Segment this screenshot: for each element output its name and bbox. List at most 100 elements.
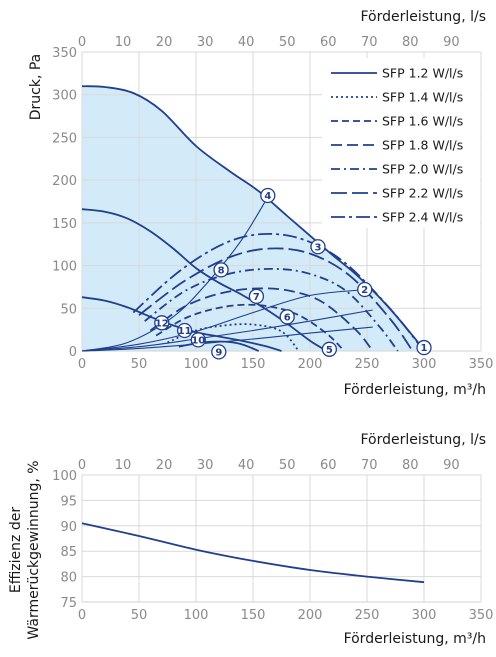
- efficiency-chart: 0 50 100 150 200 250 300 350 75 80 85 90 95 100 0 10 2…: [8, 432, 493, 647]
- y-tick-label: 90: [60, 520, 77, 535]
- efficiency-top-ticks: 0 10 20 30 40 50 60 70 80 90: [78, 458, 460, 473]
- operating-point-11: [176, 322, 193, 339]
- y-tick-label: 350: [52, 46, 77, 61]
- sfp-curve-2: [167, 323, 300, 352]
- sfp-curve-3: [155, 303, 345, 352]
- top-tick-label: 80: [402, 458, 419, 473]
- efficiency-series-1: [81, 522, 425, 584]
- x-tick-label: 0: [78, 608, 86, 623]
- legend-label: SFP 2.2 W/l/s: [382, 186, 463, 201]
- legend-label: SFP 1.2 W/l/s: [382, 66, 463, 81]
- x-tick-label: 350: [469, 608, 494, 623]
- legend-background: [322, 58, 480, 228]
- top-tick-label: 50: [279, 458, 296, 473]
- sfp-curve-5: [144, 267, 399, 352]
- pressure-x-axis-label: Förderleistung, m³/h: [344, 382, 486, 398]
- top-tick-label: 60: [320, 35, 337, 50]
- top-tick-label: 30: [197, 35, 214, 50]
- operating-point-8: [213, 262, 229, 278]
- x-tick-label: 250: [355, 608, 380, 623]
- pressure-chart-lines: [81, 85, 425, 352]
- efficiency-x-axis-label: Förderleistung, m³/h: [344, 631, 486, 647]
- top-tick-label: 70: [361, 35, 378, 50]
- operating-point-label: 7: [253, 292, 260, 303]
- operating-point-9: [211, 344, 227, 360]
- operating-point-2: [357, 281, 373, 298]
- x-tick-label: 150: [241, 357, 266, 372]
- efficiency-y-ticks: 75 80 85 90 95 100: [52, 469, 77, 611]
- legend-label: SFP 1.6 W/l/s: [382, 114, 463, 129]
- efficiency-y-axis-label-line2: Wärmerückgewinnung, %: [26, 460, 42, 639]
- y-tick-label: 300: [52, 89, 77, 104]
- legend-label: SFP 2.4 W/l/s: [382, 210, 463, 225]
- pressure-x-ticks: 0 50 100 150 200 250 300 350: [78, 357, 494, 372]
- y-tick-label: 85: [60, 545, 77, 560]
- x-tick-label: 50: [131, 357, 148, 372]
- top-tick-label: 20: [156, 458, 173, 473]
- y-tick-label: 50: [60, 302, 77, 317]
- top-tick-label: 60: [320, 458, 337, 473]
- operating-point-1: [416, 339, 432, 356]
- sfp-curve-7: [132, 232, 425, 352]
- legend-label: SFP 2.0 W/l/s: [382, 162, 463, 177]
- pressure-y-ticks: 0 50 100 150 200 250 300 350: [52, 46, 77, 360]
- pressure-y-axis-label: Druck, Pa: [28, 54, 44, 121]
- x-tick-label: 100: [184, 357, 209, 372]
- operating-point-10: [190, 332, 206, 348]
- operating-point-label: 4: [264, 191, 271, 202]
- top-tick-label: 20: [156, 35, 173, 50]
- top-tick-label: 90: [443, 458, 460, 473]
- legend-label: SFP 1.8 W/l/s: [382, 138, 463, 153]
- system-curve-s3: [81, 309, 373, 352]
- top-tick-label: 80: [402, 35, 419, 50]
- x-tick-label: 300: [412, 608, 437, 623]
- top-tick-label: 50: [279, 35, 296, 50]
- y-tick-label: 100: [52, 260, 77, 275]
- top-tick-label: 70: [361, 458, 378, 473]
- sfp-curve-4: [149, 287, 374, 352]
- efficiency-chart-grid: [81, 474, 482, 603]
- x-tick-label: 150: [241, 608, 266, 623]
- operating-point-label: 8: [218, 265, 225, 276]
- operating-point-label: 2: [361, 285, 368, 296]
- operating-point-label: 10: [191, 335, 205, 346]
- operating-point-5: [321, 341, 338, 357]
- x-tick-label: 300: [412, 357, 437, 372]
- top-tick-label: 0: [78, 458, 86, 473]
- x-tick-label: 200: [298, 608, 323, 623]
- top-tick-label: 10: [115, 35, 132, 50]
- efficiency-x-ticks: 0 50 100 150 200 250 300 350: [78, 608, 494, 623]
- operating-point-label: 6: [284, 312, 291, 323]
- efficiency-y-axis-label-line1: Effizienz der: [8, 507, 24, 593]
- efficiency-chart-lines: [81, 522, 425, 584]
- operating-point-label: 1: [421, 343, 428, 354]
- y-tick-label: 75: [60, 596, 77, 611]
- operating-point-label: 9: [215, 347, 222, 358]
- operating-point-label: 11: [178, 326, 192, 337]
- operating-point-label: 3: [314, 242, 321, 253]
- y-tick-label: 200: [52, 174, 77, 189]
- x-tick-label: 0: [78, 357, 86, 372]
- pressure-top-axis-label: Förderleistung, l/s: [361, 9, 487, 25]
- sfp-curve-6: [138, 247, 414, 352]
- y-tick-label: 150: [52, 217, 77, 232]
- x-tick-label: 200: [298, 357, 323, 372]
- operating-point-label: 5: [326, 345, 333, 356]
- operating-point-label: 12: [155, 318, 169, 329]
- top-tick-label: 0: [78, 35, 86, 50]
- x-tick-label: 50: [131, 608, 148, 623]
- y-tick-label: 250: [52, 131, 77, 146]
- system-curve-s2: [81, 288, 368, 352]
- x-tick-label: 250: [355, 357, 380, 372]
- top-tick-label: 40: [238, 35, 255, 50]
- y-tick-label: 80: [60, 571, 77, 586]
- y-tick-label: 95: [60, 494, 77, 509]
- y-tick-label: 0: [69, 345, 77, 360]
- efficiency-top-axis-label: Förderleistung, l/s: [361, 432, 487, 448]
- operating-point-3: [310, 239, 326, 255]
- operating-point-12: [154, 315, 170, 331]
- operating-point-7: [248, 288, 265, 304]
